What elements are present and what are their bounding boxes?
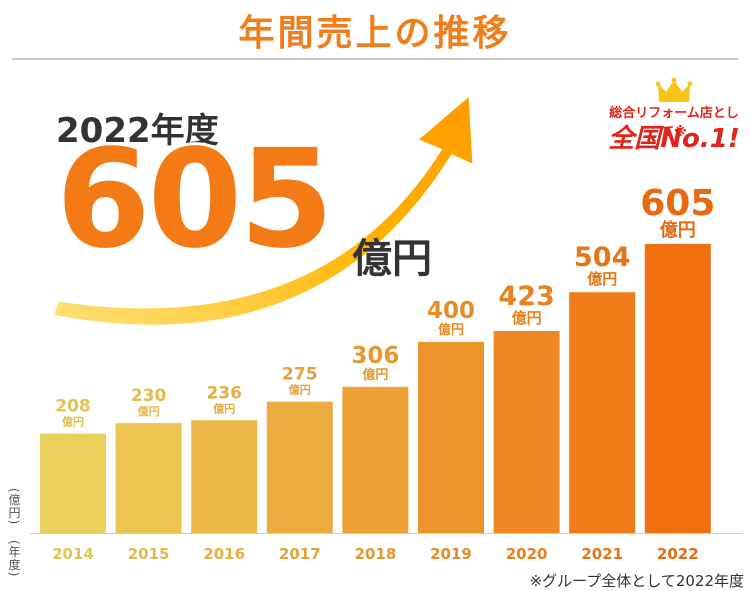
value-unit-2018: 億円 <box>362 367 388 383</box>
value-label-2022: 605 <box>640 183 715 224</box>
bar-2020 <box>493 330 560 533</box>
bar-2014 <box>40 433 106 533</box>
tick-label-2014: 2014 <box>52 545 94 563</box>
bar-2015 <box>115 423 182 533</box>
value-label-2019: 400 <box>427 298 475 324</box>
tick-label-2017: 2017 <box>279 545 321 563</box>
value-unit-2016: 億円 <box>213 401 235 415</box>
bar-2018 <box>342 386 409 533</box>
value-label-2021: 504 <box>574 242 630 273</box>
bar-2022 <box>644 244 711 533</box>
footnote: ※グループ全体として2022年度 <box>529 572 744 590</box>
value-unit-2017: 億円 <box>289 383 311 397</box>
value-label-2017: 275 <box>282 365 318 385</box>
value-unit-2015: 億円 <box>138 404 160 418</box>
tick-label-2021: 2021 <box>581 545 623 563</box>
bar-2017 <box>266 401 333 533</box>
tick-label-2015: 2015 <box>128 545 170 563</box>
value-label-2020: 423 <box>498 281 554 312</box>
badge-caption: 総合リフォーム店として※ <box>609 106 739 140</box>
crown-icon <box>656 78 692 102</box>
tick-label-2019: 2019 <box>430 545 472 563</box>
chart-title: 年間売上の推移 <box>238 13 512 54</box>
bar-2021 <box>569 292 636 533</box>
x-axis-label: (年度) <box>7 540 21 578</box>
highlight-year: 2022年度 <box>56 111 219 151</box>
value-label-2014: 208 <box>55 397 91 417</box>
highlight-unit: 億円 <box>352 236 432 282</box>
value-unit-2022: 億円 <box>660 219 696 241</box>
badge-rank: 全国No.1! <box>608 124 740 154</box>
growth-arrow-icon <box>49 90 476 328</box>
bar-2019 <box>418 341 484 533</box>
bar-2016 <box>191 420 258 533</box>
tick-label-2018: 2018 <box>355 545 397 563</box>
value-unit-2014: 億円 <box>62 415 84 429</box>
tick-label-2016: 2016 <box>203 545 245 563</box>
value-label-2018: 306 <box>351 343 399 369</box>
tick-label-2020: 2020 <box>506 545 548 563</box>
y-axis-label: (億円) <box>7 488 21 526</box>
value-label-2015: 230 <box>131 386 167 406</box>
value-unit-2021: 億円 <box>587 270 617 288</box>
value-label-2016: 236 <box>206 383 242 403</box>
tick-label-2022: 2022 <box>657 545 699 563</box>
title-divider <box>12 58 738 60</box>
value-unit-2020: 億円 <box>512 309 542 327</box>
highlight-value: 605 <box>56 121 334 279</box>
value-unit-2019: 億円 <box>438 322 464 338</box>
